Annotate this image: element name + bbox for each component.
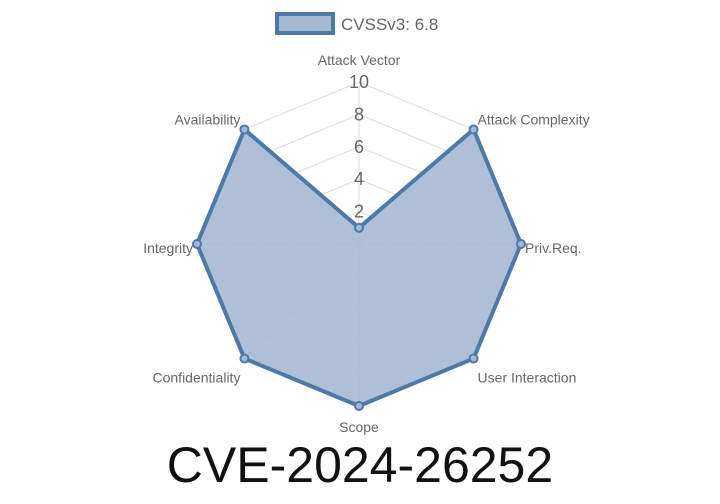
axis-label: Attack Vector — [318, 52, 401, 68]
legend-swatch — [275, 12, 335, 35]
axis-label: Availability — [175, 111, 241, 127]
tick-label: 6 — [354, 137, 364, 157]
tick-label: 4 — [354, 169, 364, 189]
data-point[interactable] — [354, 401, 364, 411]
tick-label: 8 — [354, 104, 364, 124]
tick-label: 10 — [349, 72, 369, 92]
axis-label: Attack Complexity — [478, 111, 590, 127]
axis-label: User Interaction — [478, 370, 577, 386]
radial-ticks: 2 4 6 8 10 — [349, 72, 369, 222]
chart-title: CVE-2024-26252 — [167, 437, 553, 493]
data-point[interactable] — [354, 222, 364, 233]
axis-label: Integrity — [143, 240, 193, 256]
axis-label: Confidentiality — [153, 370, 241, 386]
data-point[interactable] — [192, 239, 202, 249]
series-area — [192, 124, 526, 411]
legend-label: CVSSv3: 6.8 — [341, 15, 438, 34]
data-point[interactable] — [516, 239, 526, 249]
tick-label: 2 — [354, 202, 364, 222]
data-point[interactable] — [239, 353, 250, 364]
legend[interactable]: CVSSv3: 6.8 — [275, 12, 438, 35]
data-point[interactable] — [239, 124, 250, 135]
axis-labels: Attack Vector Attack Complexity Priv.Req. U… — [143, 52, 589, 435]
axis-label: Scope — [339, 419, 379, 435]
data-point[interactable] — [468, 353, 479, 364]
axis-label: Priv.Req. — [525, 240, 582, 256]
data-point[interactable] — [468, 124, 479, 135]
